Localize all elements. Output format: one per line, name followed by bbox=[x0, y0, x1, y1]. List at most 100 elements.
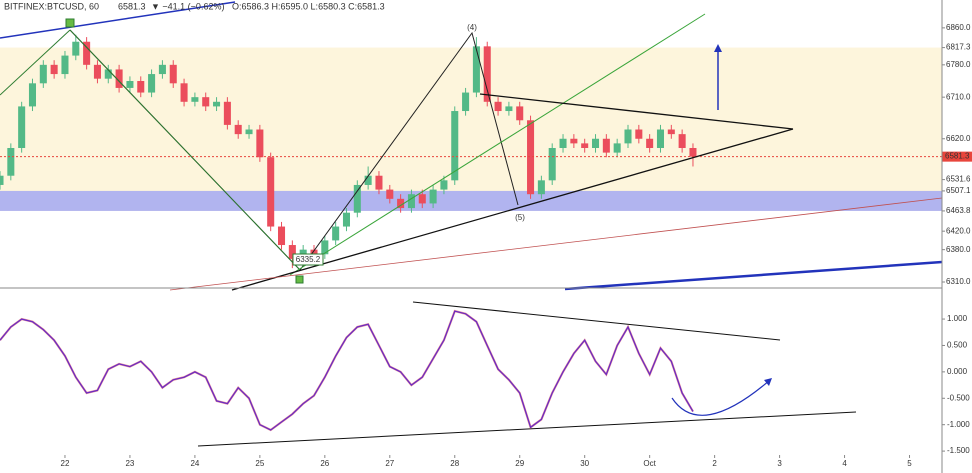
y-tick-label: 6860.0 bbox=[946, 23, 971, 32]
candle-body bbox=[375, 175, 383, 190]
x-tick-label: 28 bbox=[450, 459, 459, 468]
x-tick-label: Oct bbox=[643, 459, 656, 468]
y-tick-label: 6420.0 bbox=[946, 226, 971, 235]
price: 6581.3 bbox=[118, 1, 146, 11]
candle-body bbox=[407, 194, 415, 209]
x-tick-label: 30 bbox=[580, 459, 589, 468]
candle-body bbox=[581, 143, 589, 148]
candle-body bbox=[256, 129, 264, 158]
candle-body bbox=[50, 64, 58, 75]
candle-body bbox=[332, 226, 340, 241]
candle-body bbox=[180, 83, 188, 102]
y-tick-label: 0.000 bbox=[947, 367, 968, 376]
price-zone bbox=[0, 47, 942, 211]
candle-body bbox=[689, 147, 697, 157]
candle-body bbox=[527, 120, 535, 195]
candle-body bbox=[169, 64, 177, 84]
y-tick-label: -0.500 bbox=[947, 393, 970, 402]
price-note-box bbox=[292, 253, 324, 266]
candle-body bbox=[39, 64, 47, 84]
candle-body bbox=[472, 46, 480, 93]
candle-body bbox=[288, 245, 296, 259]
y-tick-label: 6463.8 bbox=[946, 206, 971, 215]
x-tick-label: 26 bbox=[320, 459, 329, 468]
x-tick-label: 29 bbox=[515, 459, 524, 468]
y-tick-label: 6531.6 bbox=[946, 175, 971, 184]
candle-body bbox=[559, 138, 567, 148]
y-tick-label: 6710.0 bbox=[946, 92, 971, 101]
candle-body bbox=[72, 41, 80, 56]
symbol: BITFINEX:BTCUSD, 60 bbox=[4, 1, 99, 11]
candle-body bbox=[418, 194, 426, 204]
price-note: 6335.2 bbox=[296, 255, 321, 264]
candle-body bbox=[0, 175, 4, 185]
oscillator-shadow bbox=[0, 309, 694, 432]
y-tick-label: 0.500 bbox=[947, 341, 968, 350]
candle-body bbox=[613, 143, 621, 153]
y-tick-label: 1.000 bbox=[947, 314, 968, 323]
price-zone bbox=[0, 190, 942, 211]
x-tick-label: 25 bbox=[255, 459, 264, 468]
candle-body bbox=[386, 189, 394, 199]
y-tick-label: 6620.0 bbox=[946, 134, 971, 143]
candle-body bbox=[548, 147, 556, 181]
x-tick-label: 4 bbox=[842, 459, 847, 468]
candle-body bbox=[28, 83, 37, 107]
candle-body bbox=[505, 106, 513, 112]
candle-body bbox=[397, 198, 405, 209]
candle-body bbox=[158, 64, 166, 75]
candle-body bbox=[321, 240, 329, 255]
candle-body bbox=[148, 74, 156, 93]
x-tick-label: 3 bbox=[777, 459, 782, 468]
candle-body bbox=[7, 147, 15, 176]
last-price-box bbox=[942, 151, 972, 162]
oscillator-line bbox=[0, 310, 694, 431]
drawings bbox=[0, 0, 943, 473]
last-price-label: 6581.3 bbox=[945, 152, 970, 161]
y-tick-label: 6507.1 bbox=[946, 186, 971, 195]
y-tick-label: 6310.0 bbox=[946, 277, 971, 286]
candle-body bbox=[635, 129, 643, 139]
candle-body bbox=[18, 106, 26, 148]
candle-body bbox=[667, 129, 675, 135]
candle-body bbox=[310, 249, 318, 255]
candle-body bbox=[451, 111, 459, 181]
candle-body bbox=[137, 80, 145, 93]
price-panel: 6860.0 6817.3 6780.0 6710.0 6620.0 6531.6 6507… bbox=[0, 23, 972, 286]
x-tick-label: 27 bbox=[385, 459, 394, 468]
candle-body bbox=[678, 134, 686, 148]
y-tick-label: 6817.3 bbox=[946, 43, 971, 52]
candle-body bbox=[537, 180, 545, 195]
candle-body bbox=[429, 189, 437, 204]
wave-label: (5) bbox=[515, 213, 525, 222]
candle-body bbox=[245, 129, 253, 135]
y-tick-label: 6380.0 bbox=[946, 245, 971, 254]
candle-body bbox=[570, 138, 578, 144]
candle-body bbox=[277, 226, 286, 246]
candle-body bbox=[61, 55, 69, 75]
change: ▼ −41.1 (−0.62%) bbox=[151, 1, 224, 11]
y-tick-label: -1.000 bbox=[947, 420, 970, 429]
candle-body bbox=[104, 69, 112, 79]
candle-body bbox=[115, 69, 123, 88]
candle-body bbox=[223, 101, 231, 125]
candle-body bbox=[213, 101, 221, 107]
x-tick-label: 24 bbox=[190, 459, 199, 468]
x-tick-label: 22 bbox=[61, 459, 70, 468]
candle-body bbox=[234, 124, 242, 135]
candle-body bbox=[83, 41, 91, 65]
candle-body bbox=[342, 212, 351, 227]
candle-body bbox=[353, 184, 361, 213]
candle-body bbox=[656, 129, 665, 148]
candle-body bbox=[364, 175, 372, 185]
ohlc: O:6586.3 H:6595.0 L:6580.3 C:6581.3 bbox=[232, 1, 385, 11]
candle-body bbox=[202, 97, 210, 107]
candle-body bbox=[267, 157, 275, 227]
candle-body bbox=[191, 97, 199, 102]
candle-body bbox=[440, 180, 448, 190]
x-tick-label: 23 bbox=[125, 459, 134, 468]
candle-body bbox=[591, 138, 600, 148]
oscillator-panel: 1.000 0.500 0.000 -0.500 -1.000 -1.500 bbox=[0, 309, 970, 455]
x-tick-label: 2 bbox=[712, 459, 717, 468]
